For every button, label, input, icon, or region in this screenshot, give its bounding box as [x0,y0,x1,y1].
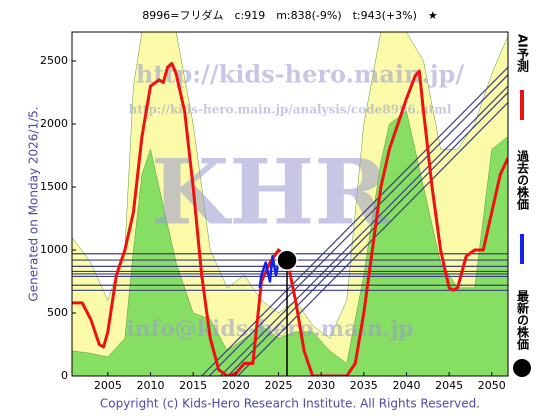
trend-line [208,74,508,376]
y-axis-label: Generated on Monday 2026/1/5. [27,106,41,301]
x-tick-label: 2005 [94,379,122,392]
latest-point [276,249,298,271]
y-tick-label: 0 [61,369,68,382]
x-tick-label: 2015 [179,379,207,392]
y-tick-label: 2000 [40,117,68,130]
x-tick-label: 2030 [307,379,335,392]
x-tick-label: 2020 [222,379,250,392]
legend-label: AI予測 [516,34,530,72]
y-tick-label: 500 [47,306,68,319]
x-tick-label: 2010 [136,379,164,392]
legend-swatch [513,359,531,377]
legend-label: 最新の株価 [516,290,530,351]
watermark: info@kids-hero.main.jp [126,316,413,342]
chart-title: 8996=フリダム c:919 m:838(-9%) t:943(+3%) ★ [142,8,438,22]
legend-label: 過去の株価 [516,149,530,211]
y-tick-label: 2500 [40,54,68,67]
watermark: http://kids-hero.main.jp/analysis/code89… [129,103,452,117]
trend-line [219,85,508,376]
watermark: http://kids-hero.main.jp/ [136,60,464,89]
footer: Copyright (c) Kids-Hero Research Institu… [100,397,480,411]
plot-frame [71,31,509,377]
x-tick-label: 2040 [392,379,420,392]
x-tick-label: 2035 [350,379,378,392]
x-tick-label: 2050 [478,379,506,392]
plot: http://kids-hero.main.jp/http://kids-her… [72,32,508,376]
y-tick-label: 1500 [40,180,68,193]
x-tick-label: 2025 [264,379,292,392]
trend-line [201,66,508,376]
series-line [72,62,508,376]
y-tick-label: 1000 [40,243,68,256]
x-tick-label: 2045 [435,379,463,392]
